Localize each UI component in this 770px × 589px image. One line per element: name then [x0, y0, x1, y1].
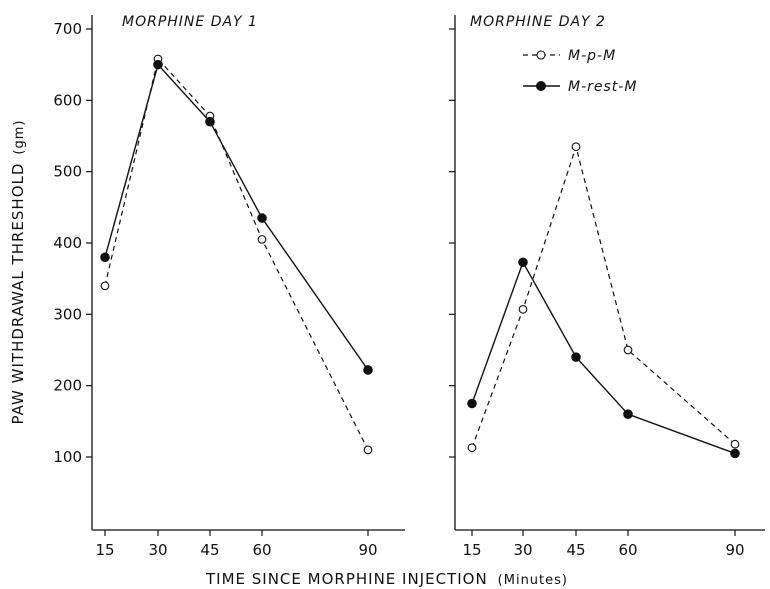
panel-1-point-m-rest-m-90 — [363, 365, 373, 375]
panel-1-point-m-rest-m-60 — [257, 213, 267, 223]
panel-2-point-m-rest-m-30 — [518, 257, 528, 268]
legend-label-m-rest-m: M-rest-M — [568, 79, 637, 95]
y-tick-label-500: 500 — [53, 163, 82, 181]
panel-1-point-m-rest-m-15 — [100, 252, 110, 263]
legend-filled-circle-marker — [536, 81, 546, 91]
y-axis-title: PAW WITHDRAWAL THRESHOLD (gm) — [9, 120, 27, 425]
panel-1-x-tick-label-90: 90 — [358, 541, 377, 559]
panel-2-x-tick-label-30: 30 — [513, 541, 532, 559]
y-tick-label-700: 700 — [53, 20, 82, 38]
y-tick-label-400: 400 — [53, 234, 82, 252]
panel-1-point-m-p-m-90 — [363, 445, 373, 455]
panel-2-x-tick-label-60: 60 — [618, 541, 637, 559]
panel-2-point-m-p-m-30 — [518, 304, 528, 314]
panel-2-point-m-p-m-90 — [730, 439, 740, 449]
panel-2-point-m-rest-m-15 — [467, 398, 477, 409]
panel-1-x-tick-label-60: 60 — [252, 541, 271, 559]
panel-1-point-m-rest-m-30 — [153, 59, 163, 70]
legend-open-circle-marker — [536, 50, 546, 60]
y-tick-label-200: 200 — [53, 377, 82, 395]
y-tick-label-100: 100 — [53, 448, 82, 466]
x-axis-units: (Minutes) — [498, 573, 568, 588]
panel-2-point-m-rest-m-60 — [623, 409, 633, 420]
panel-2-point-m-p-m-15 — [467, 443, 477, 453]
y-axis-units: (gm) — [12, 120, 27, 155]
panel-2-point-m-p-m-45 — [571, 142, 581, 152]
right-panel-title: MORPHINE DAY 2 — [470, 14, 606, 30]
left-panel-title: MORPHINE DAY 1 — [122, 14, 258, 30]
panel-1-point-m-rest-m-45 — [205, 116, 215, 127]
panel-2-point-m-p-m-60 — [623, 345, 633, 355]
panel-1-x-tick-label-30: 30 — [148, 541, 167, 559]
panel-1-series-line-m-p-m — [104, 57, 369, 451]
panel-2-point-m-rest-m-45 — [571, 352, 581, 362]
legend-label-m-p-m: M-p-M — [568, 48, 616, 64]
y-tick-label-300: 300 — [53, 305, 82, 323]
legend: M-p-M M-rest-M — [523, 48, 637, 95]
x-axis-title-text: TIME SINCE MORPHINE INJECTION — [205, 570, 488, 588]
panel-1-x-tick-label-45: 45 — [200, 541, 219, 559]
y-tick-label-600: 600 — [53, 91, 82, 109]
panel-2-x-tick-label-45: 45 — [566, 541, 585, 559]
panel-2-series-line-m-rest-m — [471, 260, 736, 455]
panel-2-point-m-rest-m-90 — [730, 448, 740, 459]
x-axis-title: TIME SINCE MORPHINE INJECTION (Minutes) — [205, 570, 568, 588]
panel-2-series-line-m-p-m — [471, 144, 736, 448]
y-axis-title-text: PAW WITHDRAWAL THRESHOLD — [9, 163, 27, 425]
panel-2-x-tick-label-15: 15 — [462, 541, 481, 559]
panel-1-x-tick-label-15: 15 — [95, 541, 114, 559]
panel-1-series-line-m-rest-m — [104, 63, 369, 371]
panel-1-point-m-p-m-60 — [257, 235, 267, 244]
panel-1-point-m-p-m-15 — [100, 281, 110, 291]
panel-2-x-tick-label-90: 90 — [725, 541, 744, 559]
